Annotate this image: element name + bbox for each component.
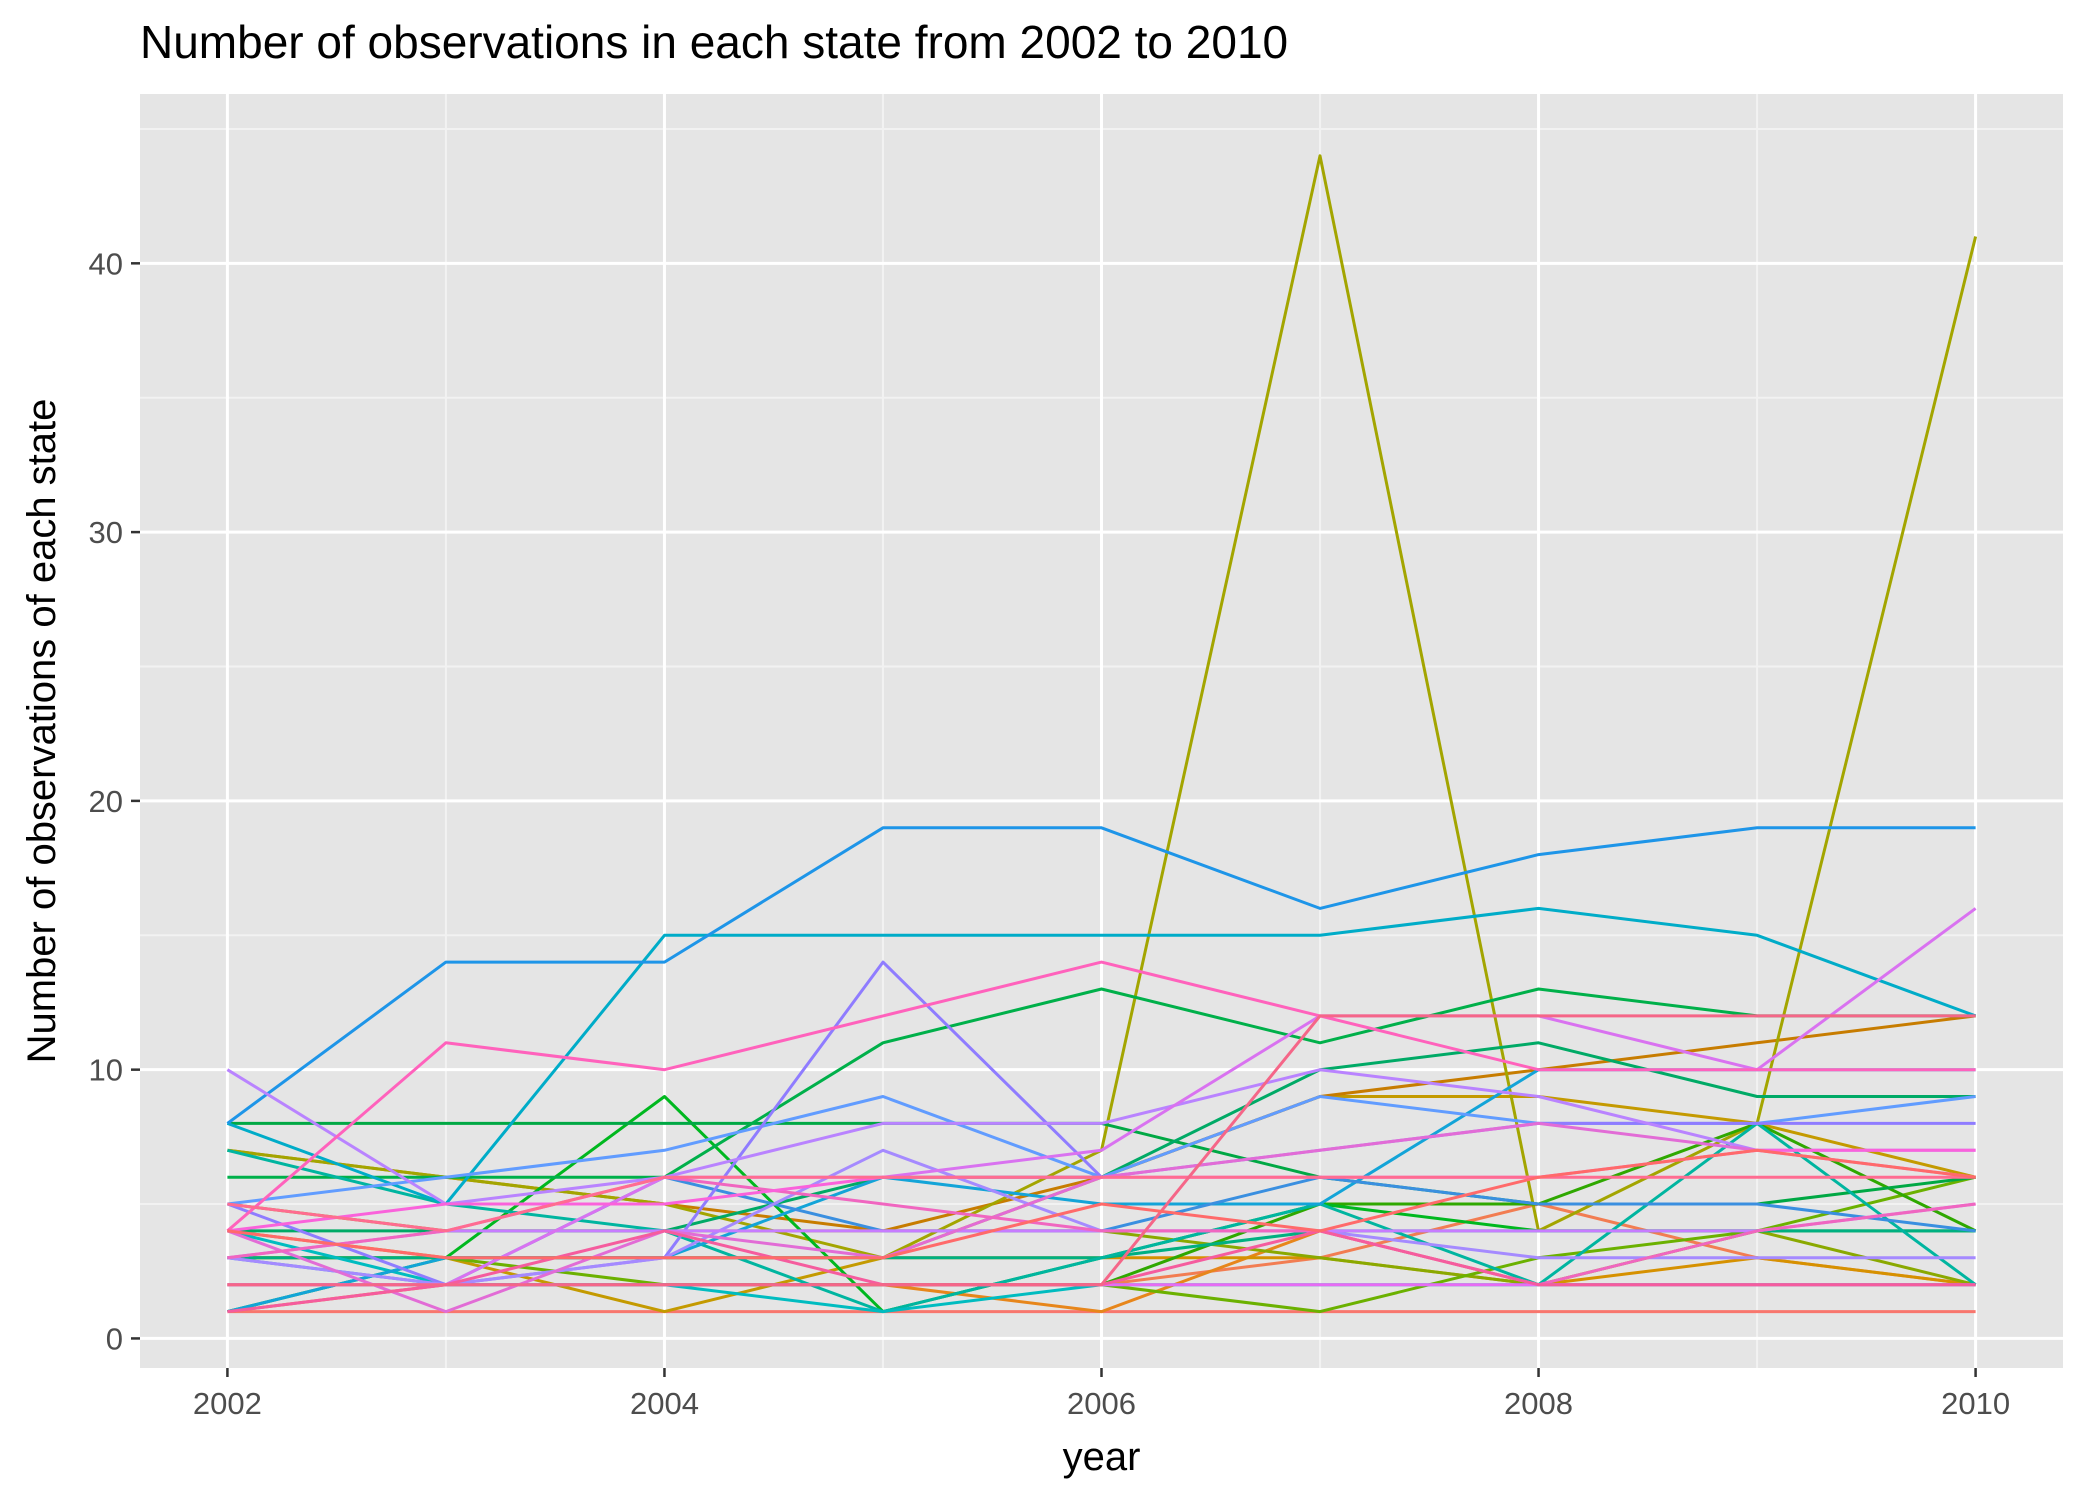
- series-line-36: [227, 1148, 1976, 1260]
- series-line-18: [226, 906, 1977, 1206]
- x-tick-label: 2002: [193, 1386, 262, 1421]
- series-line-27: [227, 907, 1977, 1287]
- x-tick-label: 2004: [630, 1386, 699, 1421]
- series-line-34: [227, 1175, 1976, 1233]
- y-axis-tick-labels: 0 10 20 30 40: [89, 246, 123, 1356]
- x-axis-tick-labels: 2002 2004 2006 2008 2010: [193, 1386, 2010, 1421]
- chart-title: Number of observations in each state fro…: [140, 16, 1288, 68]
- axis-ticks: [131, 262, 1977, 1377]
- y-tick-label: 30: [89, 515, 123, 550]
- series-line-25: [226, 1068, 1976, 1206]
- y-tick-label: 20: [89, 784, 123, 819]
- y-tick-label: 40: [89, 246, 123, 281]
- x-tick-label: 2006: [1067, 1386, 1136, 1421]
- y-tick-label: 10: [89, 1053, 123, 1088]
- x-tick-label: 2008: [1504, 1386, 1573, 1421]
- y-axis-title: Number of observations of each state: [20, 399, 64, 1064]
- series-line-32: [226, 960, 1976, 1233]
- series-line-20: [226, 826, 1976, 1125]
- y-tick-label: 0: [106, 1321, 123, 1356]
- series-line-13: [227, 987, 1976, 1179]
- x-axis-title: year: [1063, 1435, 1141, 1479]
- series-lines: [226, 154, 1978, 1314]
- series-line-35: [227, 1014, 1976, 1287]
- x-tick-label: 2010: [1941, 1386, 2010, 1421]
